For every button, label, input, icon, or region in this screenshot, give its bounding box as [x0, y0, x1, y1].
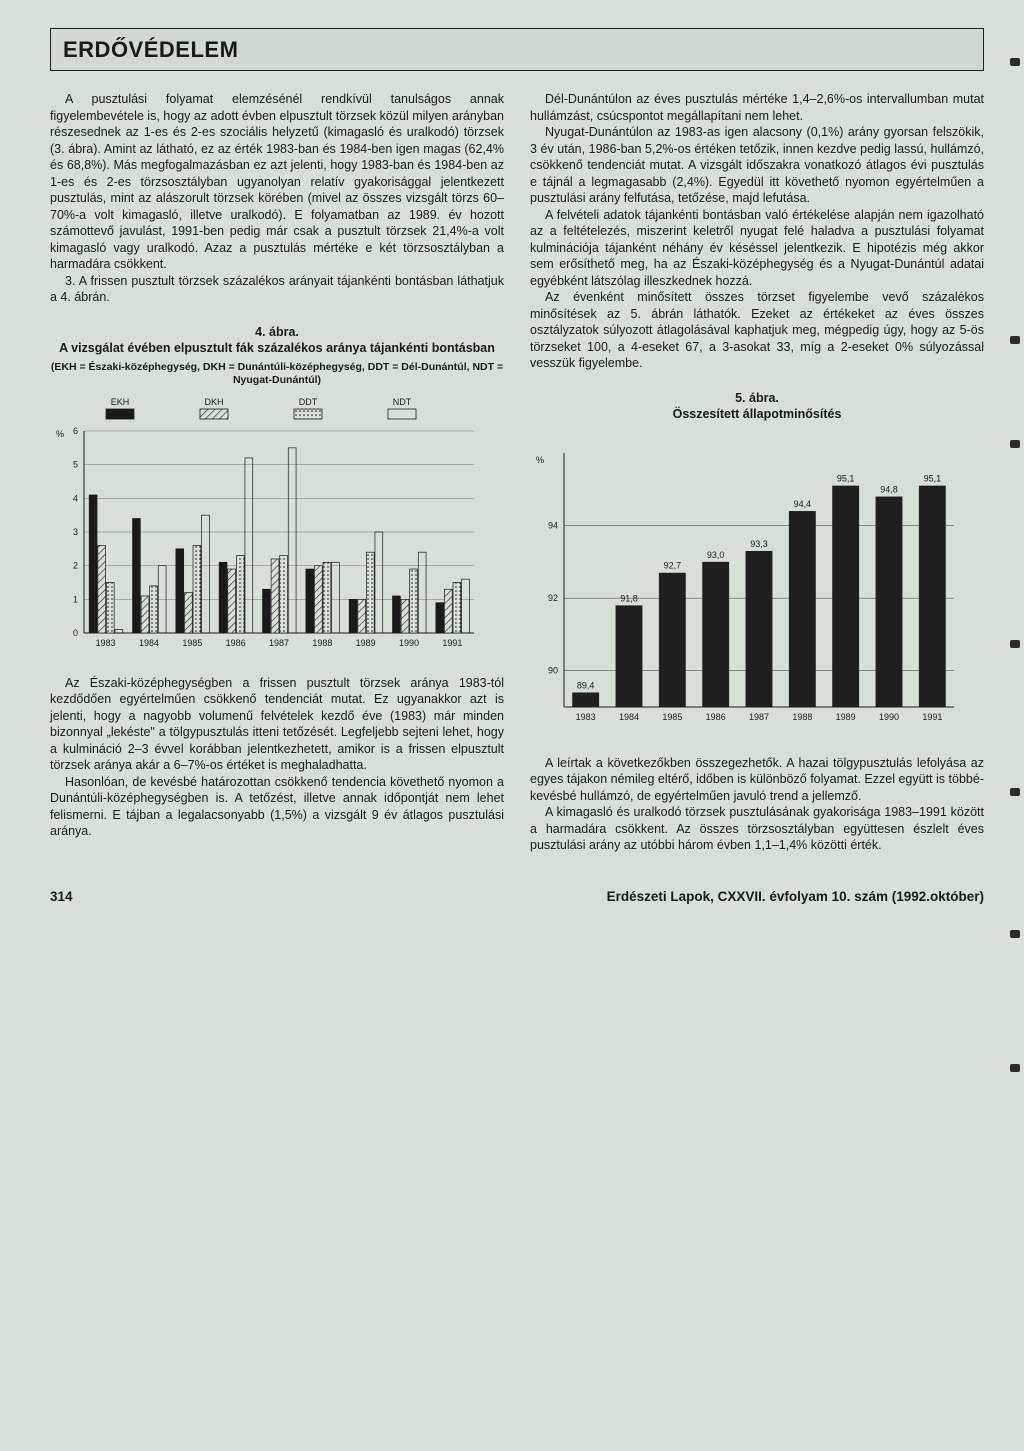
svg-text:1985: 1985 — [182, 638, 202, 648]
svg-text:1985: 1985 — [662, 712, 682, 722]
body-paragraph: A pusztulási folyamat elemzésénél rendkí… — [50, 91, 504, 273]
svg-text:1987: 1987 — [749, 712, 769, 722]
svg-text:1990: 1990 — [879, 712, 899, 722]
svg-text:2: 2 — [73, 560, 78, 570]
svg-text:%: % — [536, 455, 544, 465]
figure4-chart: EKH DKH DDT NDT 0 1 2 3 4 5 6% 1983 1984 1985 1986 1987… — [50, 397, 504, 657]
svg-text:1991: 1991 — [442, 638, 462, 648]
right-column: Dél-Dunántúlon az éves pusztulás mértéke… — [530, 91, 984, 854]
figure5-caption: 5. ábra. Összesített állapotminősítés — [530, 390, 984, 423]
svg-text:92: 92 — [548, 593, 558, 603]
svg-text:1987: 1987 — [269, 638, 289, 648]
svg-text:1986: 1986 — [706, 712, 726, 722]
svg-text:90: 90 — [548, 665, 558, 675]
binding-mark — [1010, 930, 1020, 938]
svg-text:1986: 1986 — [226, 638, 246, 648]
figure4-caption: 4. ábra. A vizsgálat évében elpusztult f… — [50, 324, 504, 357]
svg-text:95,1: 95,1 — [837, 473, 855, 483]
figure5-chart: 90 92 94% 89,4 1983 91,8 1984 92,7 1985 93,0 1986 9… — [530, 441, 984, 731]
grouped-bar-chart: EKH DKH DDT NDT 0 1 2 3 4 5 6% 1983 1984 1985 1986 1987… — [50, 397, 480, 657]
figure-title: Összesített állapotminősítés — [673, 407, 842, 421]
svg-text:1: 1 — [73, 594, 78, 604]
svg-text:1988: 1988 — [312, 638, 332, 648]
binding-mark — [1010, 440, 1020, 448]
svg-text:4: 4 — [73, 493, 78, 503]
body-paragraph: Hasonlóan, de kevésbé határozottan csökk… — [50, 774, 504, 840]
figure4-legend-text: (EKH = Északi-középhegység, DKH = Dunánt… — [50, 361, 504, 387]
binding-mark — [1010, 640, 1020, 648]
page-footer: 314 Erdészeti Lapok, CXXVII. évfolyam 10… — [50, 888, 984, 906]
svg-text:6: 6 — [73, 426, 78, 436]
svg-text:DDT: DDT — [299, 397, 318, 407]
svg-text:91,8: 91,8 — [620, 593, 638, 603]
body-paragraph: Az évenként minősített összes törzset fi… — [530, 289, 984, 372]
binding-mark — [1010, 1064, 1020, 1072]
svg-text:95,1: 95,1 — [924, 473, 942, 483]
svg-text:0: 0 — [73, 628, 78, 638]
svg-text:NDT: NDT — [393, 397, 412, 407]
svg-text:94,8: 94,8 — [880, 484, 898, 494]
svg-text:1988: 1988 — [792, 712, 812, 722]
body-paragraph: A kimagasló és uralkodó törzsek pusztulá… — [530, 804, 984, 854]
binding-mark — [1010, 58, 1020, 66]
svg-text:1989: 1989 — [356, 638, 376, 648]
svg-text:89,4: 89,4 — [577, 680, 595, 690]
figure-number: 4. ábra. — [255, 325, 299, 339]
body-paragraph: A leírtak a következőkben összegezhetők.… — [530, 755, 984, 805]
body-paragraph: A felvételi adatok tájankénti bontásban … — [530, 207, 984, 290]
svg-text:1989: 1989 — [836, 712, 856, 722]
page-number: 314 — [50, 888, 73, 906]
svg-text:3: 3 — [73, 527, 78, 537]
svg-text:93,0: 93,0 — [707, 549, 725, 559]
svg-text:1983: 1983 — [96, 638, 116, 648]
svg-text:5: 5 — [73, 459, 78, 469]
svg-text:1991: 1991 — [922, 712, 942, 722]
svg-text:%: % — [56, 429, 64, 439]
figure-title: A vizsgálat évében elpusztult fák százal… — [59, 341, 495, 355]
svg-text:1984: 1984 — [619, 712, 639, 722]
body-paragraph: 3. A frissen pusztult törzsek százalékos… — [50, 273, 504, 306]
svg-text:92,7: 92,7 — [664, 560, 682, 570]
body-paragraph: Az Északi-középhegységben a frissen pusz… — [50, 675, 504, 774]
svg-text:93,3: 93,3 — [750, 539, 768, 549]
svg-text:1983: 1983 — [576, 712, 596, 722]
section-title: ERDŐVÉDELEM — [63, 35, 971, 64]
body-paragraph: Dél-Dunántúlon az éves pusztulás mértéke… — [530, 91, 984, 124]
left-column: A pusztulási folyamat elemzésénél rendkí… — [50, 91, 504, 854]
two-column-layout: A pusztulási folyamat elemzésénél rendkí… — [50, 91, 984, 854]
svg-text:1990: 1990 — [399, 638, 419, 648]
figure-number: 5. ábra. — [735, 391, 779, 405]
binding-mark — [1010, 788, 1020, 796]
svg-text:DKH: DKH — [204, 397, 223, 407]
journal-citation: Erdészeti Lapok, CXXVII. évfolyam 10. sz… — [607, 888, 984, 906]
section-header-box: ERDŐVÉDELEM — [50, 28, 984, 71]
svg-text:94,4: 94,4 — [794, 499, 812, 509]
binding-mark — [1010, 336, 1020, 344]
svg-text:EKH: EKH — [111, 397, 130, 407]
svg-text:94: 94 — [548, 520, 558, 530]
body-paragraph: Nyugat-Dunántúlon az 1983-as igen alacso… — [530, 124, 984, 207]
svg-text:1984: 1984 — [139, 638, 159, 648]
bar-chart: 90 92 94% 89,4 1983 91,8 1984 92,7 1985 93,0 1986 9… — [530, 441, 960, 731]
